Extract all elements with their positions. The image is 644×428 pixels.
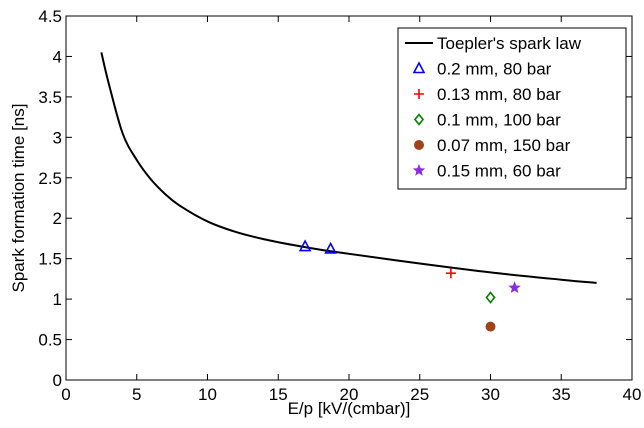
y-tick-label: 3.5 [38,88,62,107]
data-points [298,239,521,332]
y-tick-label: 4.5 [38,7,62,26]
toepler-law-curve [100,52,597,284]
data-point [485,291,496,304]
legend-label: 0.1 mm, 100 bar [437,111,561,130]
x-tick-label: 0 [61,385,70,404]
legend-label: 0.13 mm, 80 bar [437,85,561,104]
data-point [445,268,456,279]
legend-marker [413,113,425,126]
legend-label: Toepler's spark law [437,34,582,53]
data-point [298,239,312,252]
y-tick-label: 1 [53,290,62,309]
law-curve-group [100,52,597,284]
x-tick-label: 35 [552,385,571,404]
x-tick-label: 30 [481,385,500,404]
data-point [324,241,337,254]
x-tick-label: 10 [198,385,217,404]
legend: Toepler's spark law 0.2 mm, 80 bar 0.13 mm… [397,27,627,190]
legend-label: 0.07 mm, 150 bar [437,136,571,155]
y-tick-label: 0.5 [38,331,62,350]
legend-label: 0.2 mm, 80 bar [437,60,552,79]
y-tick-label: 3 [53,128,62,147]
x-tick-label: 15 [269,385,288,404]
y-tick-label: 2.5 [38,169,62,188]
legend-marker [414,89,424,99]
legend-box [397,27,627,190]
x-tick-label: 20 [340,385,359,404]
x-tick-label: 5 [132,385,141,404]
y-tick-label: 2 [53,209,62,228]
legend-marker [414,140,424,150]
x-tick-label: 25 [410,385,429,404]
y-axis-label: Spark formation time [ns] [9,104,28,293]
axis-ticks: 0 5 10 15 20 25 30 35 40 0 0.5 1 1.5 2 2.5 3 3.5 4 4.5 [38,7,641,404]
legend-label: 0.15 mm, 60 bar [437,162,561,181]
legend-marker [412,61,426,74]
x-tick-label: 40 [623,385,642,404]
y-tick-label: 0 [53,371,62,390]
x-axis-label: E/p [kV/(cmbar)] [288,399,411,418]
data-point [485,321,496,332]
data-point [508,281,521,294]
y-tick-label: 1.5 [38,250,62,269]
legend-marker [412,164,426,176]
y-tick-label: 4 [53,47,62,66]
